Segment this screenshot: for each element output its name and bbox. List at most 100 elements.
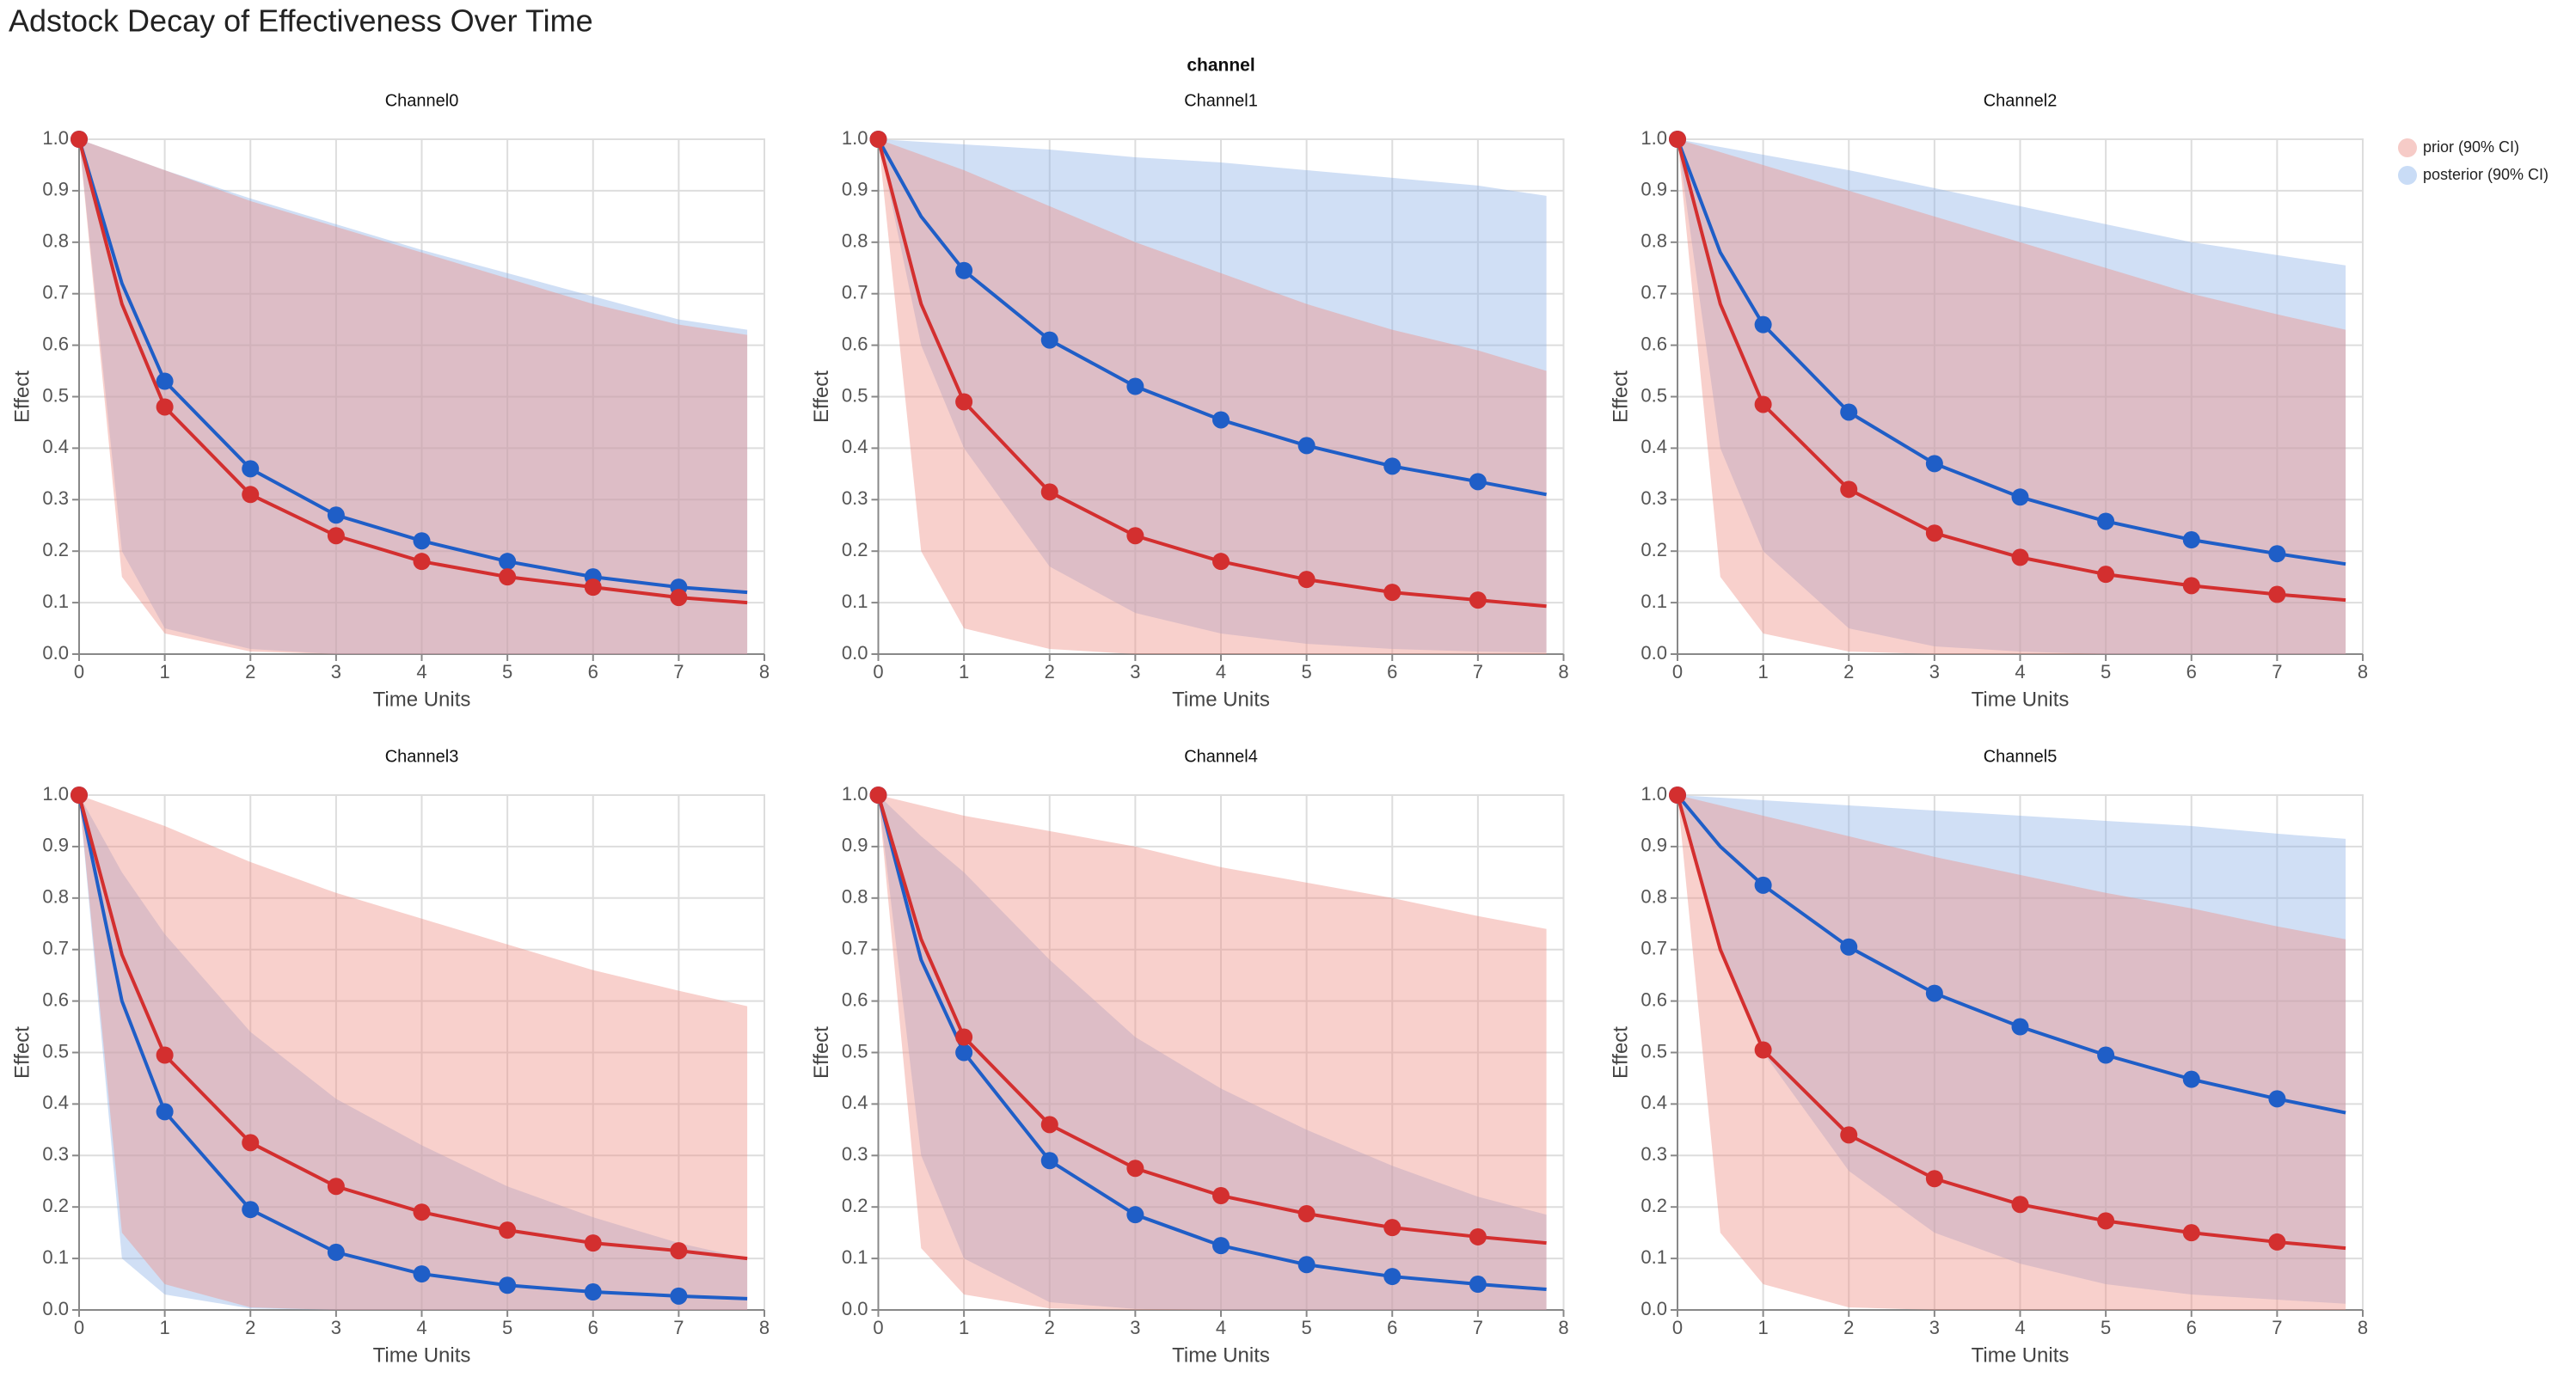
mean-point <box>413 1203 431 1221</box>
mean-point <box>327 527 345 545</box>
mean-line <box>876 138 1547 609</box>
y-tick-label: 0.9 <box>1641 835 1667 856</box>
x-tick-label: 7 <box>2272 661 2282 682</box>
mean-point <box>71 131 88 148</box>
mean-point <box>71 786 88 804</box>
mean-point <box>1469 1227 1487 1245</box>
mean-point <box>955 261 973 279</box>
ci-band <box>1677 795 2346 1310</box>
mean-point <box>584 1283 602 1301</box>
x-tick-label: 4 <box>416 1317 426 1338</box>
y-tick-label: 0.4 <box>1641 1092 1667 1113</box>
mean-line <box>1676 138 2346 566</box>
mean-line <box>876 794 1547 1245</box>
x-tick-label: 0 <box>873 661 883 682</box>
chart-title: Channel5 <box>1984 747 2058 766</box>
mean-point <box>1383 1268 1401 1286</box>
x-tick-label: 7 <box>2272 1317 2282 1338</box>
mean-point <box>955 1043 973 1062</box>
y-tick-label: 0.6 <box>42 988 69 1010</box>
x-axis-title: Time Units <box>1972 1343 2070 1367</box>
mean-point <box>1925 984 1943 1002</box>
x-tick-label: 7 <box>1473 1317 1483 1338</box>
mean-point <box>670 589 688 607</box>
y-tick-label: 0.8 <box>42 886 69 908</box>
y-tick-label: 0.5 <box>842 1040 868 1062</box>
mean-point <box>869 786 887 804</box>
x-axis-title: Time Units <box>373 1343 471 1367</box>
mean-point <box>499 1276 517 1294</box>
x-tick-label: 3 <box>1130 661 1140 682</box>
y-axis-title: Effect <box>1609 370 1632 423</box>
mean-point <box>1925 524 1943 542</box>
y-tick-label: 0.0 <box>1641 642 1667 664</box>
x-tick-label: 7 <box>673 661 684 682</box>
mean-point <box>2182 531 2200 549</box>
x-tick-label: 6 <box>2187 661 2197 682</box>
mean-point <box>1383 584 1401 602</box>
y-tick-label: 0.1 <box>1641 591 1667 612</box>
x-tick-label: 4 <box>2015 661 2025 682</box>
mean-point <box>1840 480 1858 499</box>
mean-point <box>584 578 602 597</box>
y-tick-label: 0.3 <box>1641 1143 1667 1165</box>
x-tick-label: 2 <box>245 661 255 682</box>
x-tick-label: 8 <box>1558 661 1568 682</box>
mean-point <box>2268 585 2286 603</box>
mean-point <box>670 1287 688 1305</box>
x-axis-title: Time Units <box>1172 1343 1270 1367</box>
x-tick-label: 3 <box>331 661 341 682</box>
y-tick-label: 0.8 <box>42 230 69 252</box>
legend-label: prior (90% CI) <box>2423 138 2519 156</box>
y-tick-label: 0.3 <box>842 1143 868 1165</box>
mean-point <box>584 1234 602 1252</box>
mean-point <box>1383 457 1401 475</box>
mean-point <box>242 486 260 504</box>
x-axis-title: Time Units <box>1972 688 2070 711</box>
x-tick-label: 0 <box>1672 661 1683 682</box>
x-tick-label: 0 <box>74 1317 84 1338</box>
mean-point <box>2268 1090 2286 1108</box>
chart-title: Channel0 <box>385 91 459 110</box>
y-axis-title: Effect <box>810 370 833 423</box>
y-tick-label: 1.0 <box>42 127 69 149</box>
y-tick-label: 0.0 <box>42 642 69 664</box>
y-tick-label: 0.2 <box>842 539 868 560</box>
y-tick-label: 0.9 <box>842 835 868 856</box>
y-tick-label: 0.1 <box>842 1246 868 1268</box>
x-tick-label: 0 <box>74 661 84 682</box>
y-tick-label: 0.2 <box>42 539 69 560</box>
y-axis-title: Effect <box>1609 1026 1632 1079</box>
facet-label: channel <box>1187 56 1254 76</box>
x-tick-label: 4 <box>2015 1317 2025 1338</box>
y-tick-label: 0.7 <box>842 282 868 303</box>
y-tick-label: 0.7 <box>1641 282 1667 303</box>
x-tick-label: 3 <box>1929 661 1940 682</box>
x-tick-label: 5 <box>1302 661 1312 682</box>
x-tick-label: 2 <box>1045 661 1055 682</box>
mean-point <box>1297 1256 1316 1274</box>
mean-point <box>413 532 431 550</box>
mean-point <box>2182 577 2200 595</box>
mean-point <box>2182 1070 2200 1088</box>
y-tick-label: 0.3 <box>842 487 868 509</box>
x-tick-label: 1 <box>959 1317 969 1338</box>
mean-point <box>1669 131 1686 148</box>
mean-line <box>77 138 748 605</box>
mean-point <box>869 131 887 148</box>
mean-point <box>327 1178 345 1196</box>
x-tick-label: 2 <box>1843 661 1854 682</box>
mean-point <box>1126 377 1144 395</box>
mean-point <box>499 553 517 571</box>
legend-label: posterior (90% CI) <box>2423 166 2548 183</box>
y-tick-label: 0.6 <box>42 333 69 354</box>
x-tick-label: 2 <box>245 1317 255 1338</box>
mean-point <box>1925 455 1943 473</box>
y-tick-label: 0.4 <box>842 1092 868 1113</box>
x-tick-label: 6 <box>2187 1317 2197 1338</box>
x-tick-label: 5 <box>502 661 512 682</box>
x-tick-label: 3 <box>1929 1317 1940 1338</box>
y-tick-label: 0.5 <box>42 384 69 406</box>
mean-line <box>1676 138 2346 603</box>
